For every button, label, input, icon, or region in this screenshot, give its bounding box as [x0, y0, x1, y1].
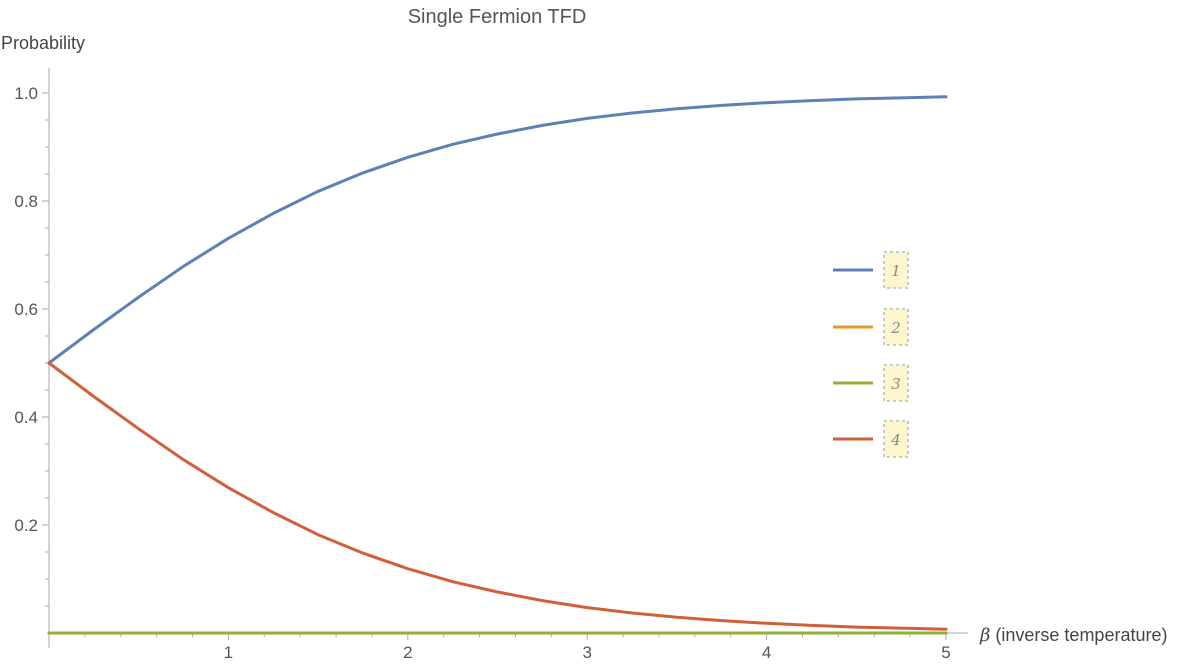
legend-label-box: [883, 364, 909, 402]
y-axis-label: Probability: [1, 33, 85, 53]
legend-label-2: 2: [890, 319, 901, 337]
legend: 1 2 3 4: [833, 251, 909, 458]
legend-label-3: 3: [891, 375, 901, 393]
x-tick-label: 2: [403, 643, 412, 662]
y-tick-label: 0.2: [14, 516, 38, 535]
y-tick-label: 0.6: [14, 300, 38, 319]
legend-label-box: [883, 251, 909, 289]
axes: 1 2 3 4 5 0.2 0.4 0.6 0.8 1.0: [14, 68, 968, 662]
legend-label-1: 1: [891, 262, 901, 280]
x-tick-label: 5: [941, 643, 950, 662]
series-line-1: [47, 95, 948, 365]
x-axis-label-text: (inverse temperature): [990, 625, 1167, 645]
chart-title: Single Fermion TFD: [408, 6, 587, 28]
series-line-4: [47, 361, 948, 631]
y-tick-label: 0.8: [14, 192, 38, 211]
x-axis-label: β (inverse temperature): [979, 625, 1167, 646]
y-tick-label: 1.0: [14, 84, 38, 103]
x-axis-label-symbol: β: [979, 625, 990, 646]
legend-label-4: 4: [890, 431, 901, 449]
x-tick-label: 4: [762, 643, 771, 662]
y-tick-label: 0.4: [14, 408, 38, 427]
x-tick-label: 1: [224, 643, 233, 662]
legend-label-box: [883, 308, 909, 346]
series-lines: [47, 95, 948, 635]
legend-label-box: [883, 420, 909, 458]
x-tick-label: 3: [582, 643, 591, 662]
